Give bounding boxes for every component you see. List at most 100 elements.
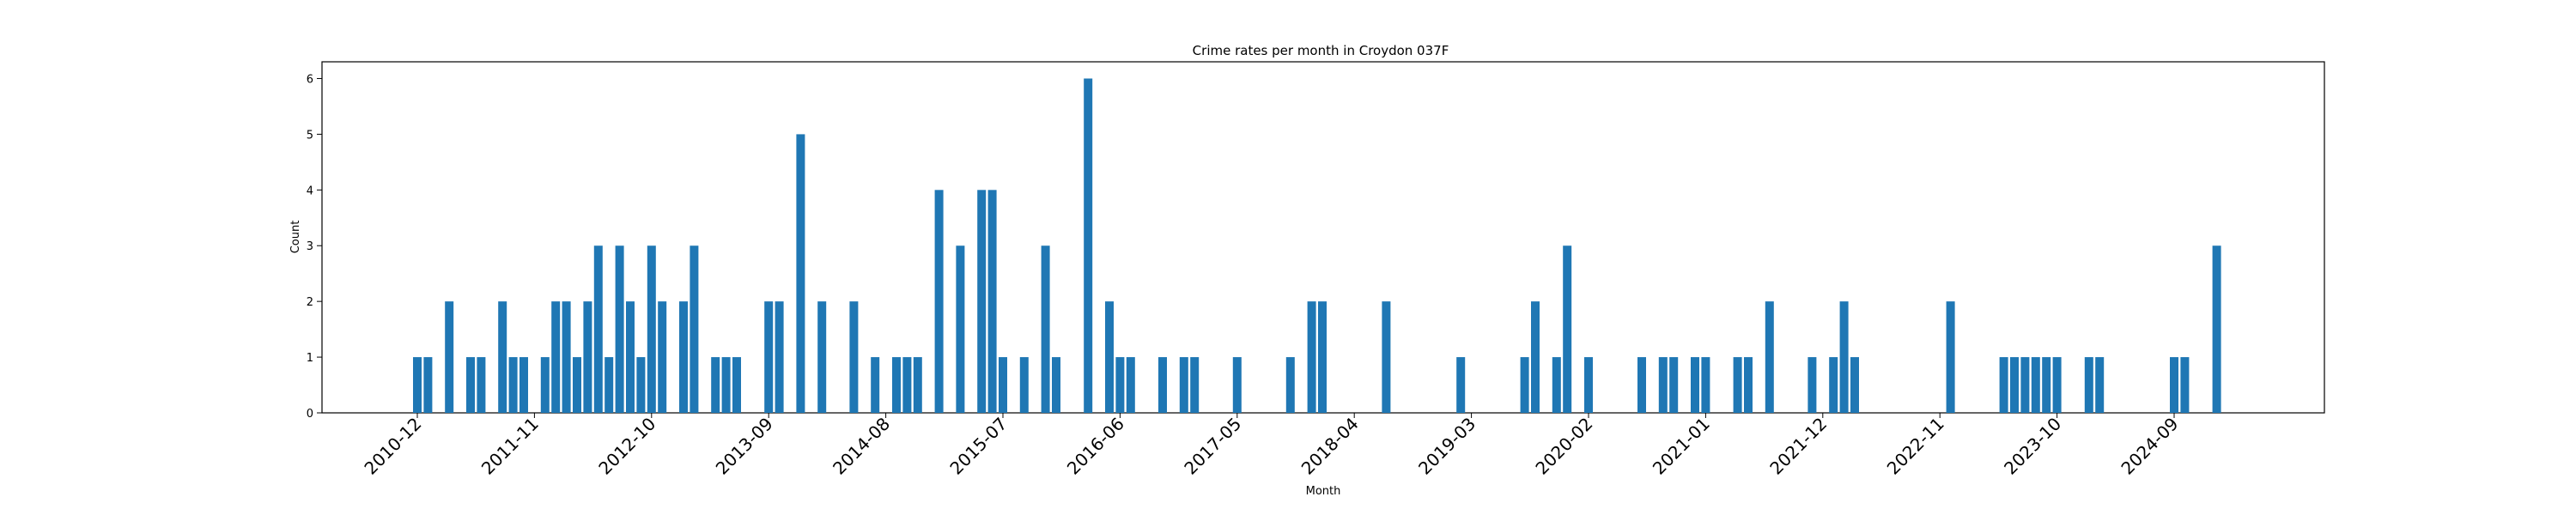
x-tick-label: 2010-12 — [360, 414, 425, 479]
bar — [2095, 357, 2105, 413]
x-axis-label: Month — [1306, 485, 1341, 498]
bar — [1084, 78, 1093, 413]
bar — [636, 357, 646, 413]
bar — [934, 190, 944, 413]
x-tick-label: 2019-03 — [1414, 414, 1479, 479]
bar — [711, 357, 720, 413]
chart-title: Crime rates per month in Croydon 037F — [1193, 43, 1449, 58]
x-tick-label: 2015-07 — [945, 414, 1011, 479]
bar — [583, 301, 592, 413]
bar — [593, 245, 603, 413]
bar — [1019, 357, 1029, 413]
bar — [1126, 357, 1135, 413]
bar — [1584, 357, 1593, 413]
x-tick-label: 2021-01 — [1649, 414, 1714, 479]
bar — [817, 301, 827, 413]
y-tick-label: 5 — [307, 129, 313, 142]
bar — [1765, 301, 1774, 413]
bar — [679, 301, 688, 413]
x-tick-label: 2024-09 — [2117, 414, 2182, 479]
bar — [573, 357, 581, 413]
bar — [615, 245, 624, 413]
bar — [1382, 301, 1391, 413]
bar — [2212, 245, 2221, 413]
bar — [1552, 357, 1561, 413]
x-tick-label: 2012-10 — [594, 414, 659, 479]
bar — [605, 357, 614, 413]
bar — [2052, 357, 2062, 413]
x-tick-label: 2014-08 — [829, 414, 894, 479]
bar — [626, 301, 635, 413]
x-tick-label: 2021-12 — [1765, 414, 1831, 479]
bar — [1041, 245, 1050, 413]
bar — [721, 357, 731, 413]
bar — [445, 301, 454, 413]
bar — [2020, 357, 2030, 413]
y-tick-label: 0 — [307, 408, 313, 421]
bar — [2084, 357, 2093, 413]
x-tick-label: 2017-05 — [1180, 414, 1245, 479]
bar — [477, 357, 486, 413]
x-axis: 2010-12 2011-11 2012-10 2013-09 2014-08 2015-… — [360, 413, 2183, 479]
bar — [2042, 357, 2051, 413]
x-tick-label: 2013-09 — [712, 414, 777, 479]
bar — [1307, 301, 1316, 413]
bar — [1744, 357, 1753, 413]
bar — [1658, 357, 1668, 413]
bar — [2031, 357, 2040, 413]
bar — [2180, 357, 2190, 413]
bar — [2170, 357, 2178, 413]
bar — [1669, 357, 1679, 413]
bar — [540, 357, 550, 413]
bar — [1701, 357, 1710, 413]
bar — [1733, 357, 1742, 413]
bar — [1115, 357, 1125, 413]
bar — [1179, 357, 1188, 413]
bar — [690, 245, 699, 413]
bar — [1318, 301, 1327, 413]
bar — [1232, 357, 1242, 413]
bar — [508, 357, 518, 413]
bar — [999, 357, 1007, 413]
bar — [1563, 245, 1572, 413]
bar — [1190, 357, 1200, 413]
bar — [1158, 357, 1167, 413]
y-tick-label: 6 — [307, 73, 313, 86]
x-tick-label: 2011-11 — [477, 414, 543, 479]
bar — [1807, 357, 1817, 413]
bar — [2010, 357, 2019, 413]
bar — [1531, 301, 1540, 413]
bar — [977, 190, 987, 413]
bar — [1829, 357, 1838, 413]
bar — [1691, 357, 1699, 413]
bar — [1946, 301, 1955, 413]
bar — [732, 357, 741, 413]
bar — [1637, 357, 1646, 413]
bar — [466, 357, 475, 413]
bar — [1839, 301, 1849, 413]
bar — [413, 357, 422, 413]
bar — [519, 357, 528, 413]
y-axis-label: Count — [289, 221, 302, 254]
bar — [1105, 301, 1114, 413]
bar — [775, 301, 784, 413]
bar — [562, 301, 571, 413]
y-tick-label: 4 — [307, 185, 313, 197]
bar — [956, 245, 965, 413]
bar — [871, 357, 880, 413]
bar — [658, 301, 667, 413]
bar — [423, 357, 433, 413]
y-tick-label: 1 — [307, 352, 313, 365]
x-tick-label: 2023-10 — [2000, 414, 2065, 479]
bar — [1052, 357, 1060, 413]
bar — [1850, 357, 1859, 413]
x-tick-label: 2020-02 — [1531, 414, 1596, 479]
bar — [892, 357, 901, 413]
bar — [1999, 357, 2008, 413]
x-tick-label: 2016-06 — [1063, 414, 1128, 479]
bar — [902, 357, 912, 413]
bar — [987, 190, 997, 413]
y-tick-label: 2 — [307, 296, 313, 309]
bar — [1285, 357, 1295, 413]
